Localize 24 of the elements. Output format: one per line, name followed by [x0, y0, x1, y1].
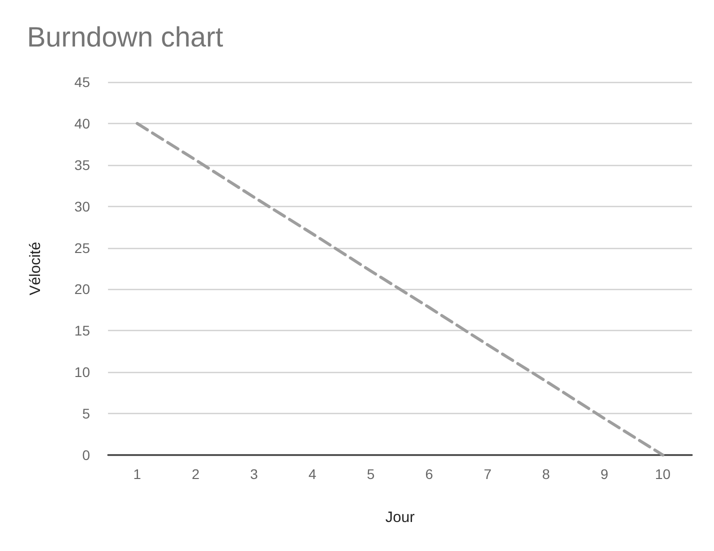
x-tick-label: 1	[133, 466, 142, 482]
y-tick-label: 45	[74, 74, 90, 90]
chart-title: Burndown chart	[27, 22, 224, 52]
x-tick-label: 8	[542, 466, 550, 482]
y-tick-label: 15	[74, 322, 90, 339]
x-tick-label: 4	[308, 466, 316, 482]
x-tick-label: 7	[484, 466, 492, 482]
y-tick-label: 20	[74, 281, 90, 298]
y-axis-title: Vélocité	[27, 242, 44, 296]
x-tick-label: 5	[366, 466, 375, 482]
line-series	[136, 122, 664, 456]
y-tick-label: 35	[74, 156, 90, 173]
x-axis-title: Jour	[385, 509, 415, 526]
x-tick-label: 9	[600, 466, 608, 482]
x-tick-label: 3	[250, 466, 258, 482]
y-tick-label: 40	[74, 115, 90, 132]
y-tick-label: 0	[82, 447, 90, 463]
x-tick-label: 2	[192, 466, 200, 482]
x-tick-label: 10	[655, 466, 671, 482]
y-tick-label: 30	[74, 198, 90, 214]
y-tick-label: 10	[74, 364, 90, 380]
y-tick-label: 5	[82, 406, 90, 422]
y-tick-label: 25	[74, 240, 90, 256]
x-tick-label: 6	[425, 466, 434, 482]
